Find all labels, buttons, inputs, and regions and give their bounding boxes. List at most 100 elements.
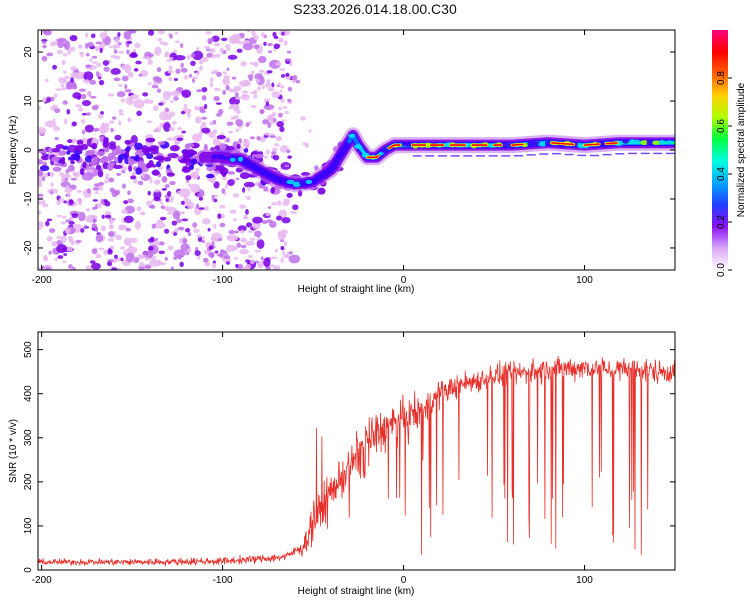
spectrogram-noise-blob [193,228,200,233]
spectrogram-noise-blob [113,49,118,54]
spectrogram-noise-blob [158,30,165,35]
spectrogram-band-blob [38,169,44,177]
spectrogram-noise-blob [74,104,82,108]
spectrogram-ridge-blob [229,157,236,162]
spectrogram-noise-blob [147,53,155,58]
spectrogram-noise-blob [173,249,186,259]
spectrogram-noise-blob [45,220,50,227]
spectrogram-noise-blob [265,149,270,155]
spectrogram-ytick-label: 20 [23,46,34,58]
spectrogram-band-blob [243,148,249,153]
spectrogram-noise-blob [203,45,210,49]
spectrogram-band-blob [216,134,226,140]
spectrogram-noise-blob [225,84,230,91]
spectrogram-noise-blob [221,37,228,42]
spectrogram-noise-blob [141,211,145,216]
spectrogram-noise-blob [226,67,230,71]
spectrogram-band-blob [96,151,106,156]
spectrogram-noise-blob [85,52,90,57]
spectrogram-noise-blob [276,200,282,206]
spectrogram-noise-blob [106,261,113,267]
spectrogram-noise-blob [81,172,94,181]
spectrogram-noise-blob [86,112,91,116]
spectrogram-noise-blob [174,40,180,44]
spectrogram-band-blob [76,139,84,146]
spectrogram-noise-blob [201,218,211,225]
spectrogram-noise-blob [167,245,174,251]
spectrogram-noise-blob [190,60,196,66]
spectrogram-noise-blob [217,238,223,241]
spectrogram-noise-blob [263,257,271,267]
spectrogram-noise-blob [171,220,178,226]
spectrogram-noise-blob [117,42,122,46]
spectrogram-ylabel: Frequency (Hz) [8,116,19,185]
spectrogram-band-blob [84,155,92,163]
spectrogram-noise-blob [287,155,293,159]
spectrogram-noise-blob [42,176,46,182]
spectrogram-noise-blob [152,81,159,86]
spectrogram-noise-blob [114,254,118,259]
spectrogram-noise-blob [185,251,190,255]
spectrogram-ridge-blob [353,144,363,149]
spectrogram-noise-blob [68,221,75,225]
spectrogram-noise-blob [223,192,227,196]
spectrogram-noise-blob [173,256,178,260]
spectrogram-noise-blob [279,68,286,71]
spectrogram-noise-blob [288,251,294,255]
spectrogram-noise-blob [257,55,267,64]
snr-xtick-label: -100 [213,575,233,586]
spectrogram-noise-blob [283,198,287,204]
spectrogram-noise-blob [204,205,209,211]
spectrogram-noise-blob [38,126,47,134]
spectrogram-noise-blob [119,246,126,250]
spectrogram-noise-blob [80,93,87,100]
spectrogram-noise-blob [195,168,200,172]
spectrogram-noise-blob [253,94,258,99]
spectrogram-band-blob [76,145,84,152]
snr-ytick-label: 100 [23,517,34,534]
spectrogram-band-blob [108,144,117,150]
spectrogram-noise-blob [187,248,192,253]
spectrogram-noise-blob [254,73,263,81]
spectrogram-band-blob [51,148,61,153]
spectrogram-noise-blob [149,99,154,104]
spectrogram-band-blob [66,150,71,155]
spectrogram-noise-blob [169,100,174,104]
spectrogram-noise-blob [195,203,200,210]
spectrogram-noise-blob [176,218,182,224]
spectrogram-noise-blob [279,145,289,153]
spectrogram-noise-blob [41,41,47,45]
spectrogram-noise-blob [281,251,286,255]
spectrogram-noise-blob [211,194,215,201]
spectrogram-noise-blob [295,79,301,84]
spectrogram-noise-blob [249,136,256,140]
spectrogram-noise-blob [76,239,82,243]
spectrogram-noise-blob [235,92,239,98]
spectrogram-noise-blob [166,59,172,62]
spectrogram-noise-blob [77,95,81,100]
spectrogram-noise-blob [173,232,178,236]
spectrogram-noise-blob [38,266,43,270]
spectrogram-noise-blob [141,172,145,179]
spectrogram-noise-blob [215,102,222,105]
spectrogram-noise-blob [286,50,292,54]
spectrogram-noise-blob [113,77,121,82]
snr-xtick-label: -200 [32,575,52,586]
spectrogram-band-blob [91,142,98,150]
spectrogram-band-blob [101,156,109,161]
spectrogram-noise-blob [286,149,291,154]
spectrogram-noise-blob [194,250,201,256]
spectrogram-noise-blob [274,143,280,147]
spectrogram-noise-blob [222,78,227,83]
spectrogram-noise-blob [230,116,236,120]
spectrogram-noise-blob [198,196,204,201]
spectrogram-noise-blob [198,207,206,210]
spectrogram-noise-blob [64,228,71,234]
spectrogram-noise-blob [287,86,293,92]
spectrogram-noise-blob [167,69,174,74]
spectrogram-xtick-label: -100 [213,275,233,286]
spectrogram-band-blob [190,158,198,165]
spectrogram-band-blob [128,165,133,172]
spectrogram-noise-blob [158,250,165,255]
spectrogram-noise-blob [123,215,134,224]
